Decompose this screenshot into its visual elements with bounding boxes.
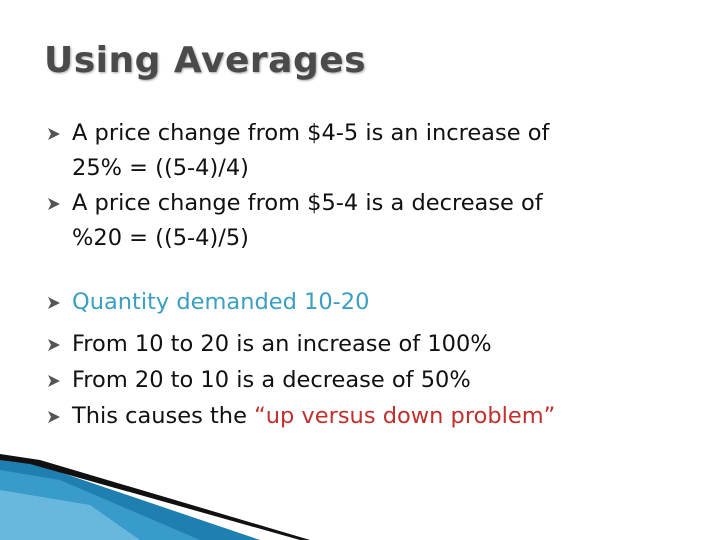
bullet-text: Quantity demanded 10-20	[72, 289, 370, 315]
bullet-text: This causes the “up versus down problem”	[72, 399, 555, 434]
decoration	[0, 454, 310, 540]
arrow	[48, 411, 60, 423]
text-line: 25% = ((5-4)/4)	[72, 155, 249, 181]
text-line: A price change from $5-4 is a decrease o…	[72, 190, 543, 216]
bullet-text: A price change from $5-4 is a decrease o…	[72, 186, 543, 256]
bullet-text: From 10 to 20 is an increase of 100%	[72, 331, 492, 357]
bullet-icon	[48, 128, 60, 140]
bullet-icon	[48, 339, 60, 351]
bullet-icon	[48, 375, 60, 387]
swoosh-line	[0, 454, 310, 540]
bullet-text: From 20 to 10 is a decrease of 50%	[72, 367, 471, 393]
text-line: %20 = ((5-4)/5)	[72, 225, 249, 251]
arrow	[48, 128, 60, 140]
arrow	[48, 375, 60, 387]
arrow	[48, 297, 60, 309]
swoosh	[0, 490, 140, 540]
text-line: A price change from $4-5 is an increase …	[72, 120, 550, 146]
bullet-text: A price change from $4-5 is an increase …	[72, 116, 549, 186]
text: This causes the	[72, 403, 247, 429]
highlight-text: “up versus down problem”	[254, 403, 556, 429]
arrow	[48, 339, 60, 351]
arrow	[48, 198, 60, 210]
bullet-icon	[48, 198, 60, 210]
slide-title: Using Averages	[44, 40, 367, 81]
bullet-icon	[48, 411, 60, 423]
bullet-icon	[48, 297, 60, 309]
